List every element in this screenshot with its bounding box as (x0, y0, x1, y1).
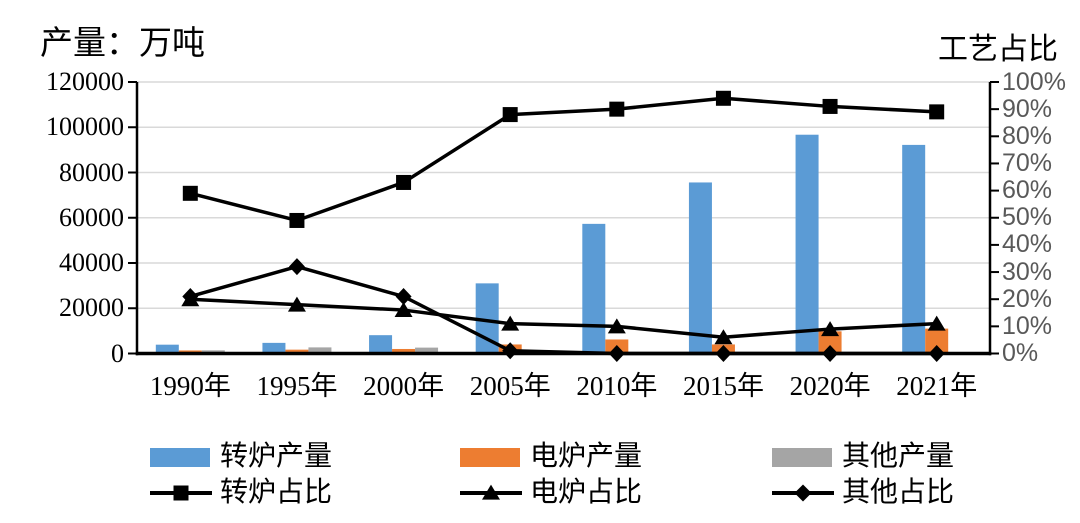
bar-converter (369, 335, 393, 354)
diamond-marker-icon (715, 345, 732, 362)
triangle-marker-icon (821, 321, 840, 337)
x-axis-label: 2015年 (682, 371, 764, 401)
right-axis-tick-label: 30% (1002, 257, 1053, 286)
x-axis-label: 2020年 (789, 371, 871, 401)
right-axis-tick-label: 90% (1002, 94, 1053, 123)
diamond-marker-icon (608, 345, 625, 362)
left-axis-tick-label: 20000 (59, 293, 124, 323)
line-eaf-share (190, 297, 937, 339)
triangle-marker-icon (501, 315, 520, 331)
bar-eaf (392, 348, 416, 354)
bar-eaf (285, 349, 309, 354)
bar-converter (795, 134, 819, 354)
diamond-marker-icon (288, 258, 305, 276)
bar-converter (262, 342, 286, 354)
right-axis-tick-label: 80% (1002, 121, 1053, 150)
left-axis-tick-label: 100000 (46, 112, 124, 142)
diamond-marker-icon (822, 345, 839, 362)
diamond-marker-icon (395, 287, 412, 305)
x-axis-label: 2000年 (363, 371, 445, 401)
left-axis-title: 产量：万吨 (40, 26, 205, 62)
bar-converter (155, 344, 179, 354)
right-axis-title: 工艺占比 (938, 33, 1058, 66)
x-axis-label: 2005年 (469, 371, 551, 401)
square-marker-icon (502, 107, 518, 123)
triangle-marker-icon (287, 296, 306, 312)
right-axis-tick-label: 100% (1002, 67, 1066, 96)
right-axis-tick-label: 60% (1002, 176, 1053, 205)
bar-eaf (818, 331, 842, 354)
x-axis-label: 2010年 (576, 371, 658, 401)
right-axis-tick-label: 0% (1002, 339, 1039, 367)
diamond-marker-icon (928, 345, 945, 362)
square-marker-icon (609, 101, 625, 117)
triangle-marker-icon (607, 318, 626, 334)
square-marker-icon (929, 104, 945, 120)
right-axis-tick-label: 40% (1002, 230, 1053, 259)
square-marker-icon (822, 98, 838, 114)
bar-other (415, 347, 439, 354)
right-axis-tick-label: 50% (1002, 203, 1053, 232)
bar-eaf (925, 328, 949, 354)
square-marker-icon (289, 212, 305, 228)
square-marker-icon (396, 174, 412, 190)
bar-converter (582, 223, 606, 354)
line-other-share (189, 264, 937, 356)
right-axis-tick-label: 20% (1002, 284, 1053, 313)
line-converter-share (189, 96, 937, 223)
triangle-marker-icon (714, 329, 733, 345)
right-axis-tick-label: 70% (1002, 148, 1053, 177)
x-axis-label: 1990年 (149, 371, 231, 401)
bar-other (308, 347, 332, 354)
left-axis-tick-label: 60000 (59, 202, 124, 232)
x-axis-label: 2021年 (896, 371, 978, 401)
triangle-marker-icon (394, 302, 413, 318)
bar-converter (902, 144, 926, 354)
triangle-marker-icon (927, 315, 946, 331)
left-axis-tick-label: 120000 (46, 67, 124, 96)
left-axis-tick-label: 40000 (59, 248, 124, 277)
square-marker-icon (182, 185, 198, 201)
x-axis-label: 1995年 (256, 371, 338, 401)
left-axis-tick-label: 80000 (59, 157, 124, 187)
bar-converter (688, 182, 712, 354)
diamond-marker-icon (182, 287, 199, 305)
left-axis-tick-label: 0 (111, 338, 124, 368)
diamond-marker-icon (502, 342, 519, 360)
square-marker-icon (715, 90, 731, 106)
right-axis-tick-label: 10% (1002, 311, 1053, 340)
